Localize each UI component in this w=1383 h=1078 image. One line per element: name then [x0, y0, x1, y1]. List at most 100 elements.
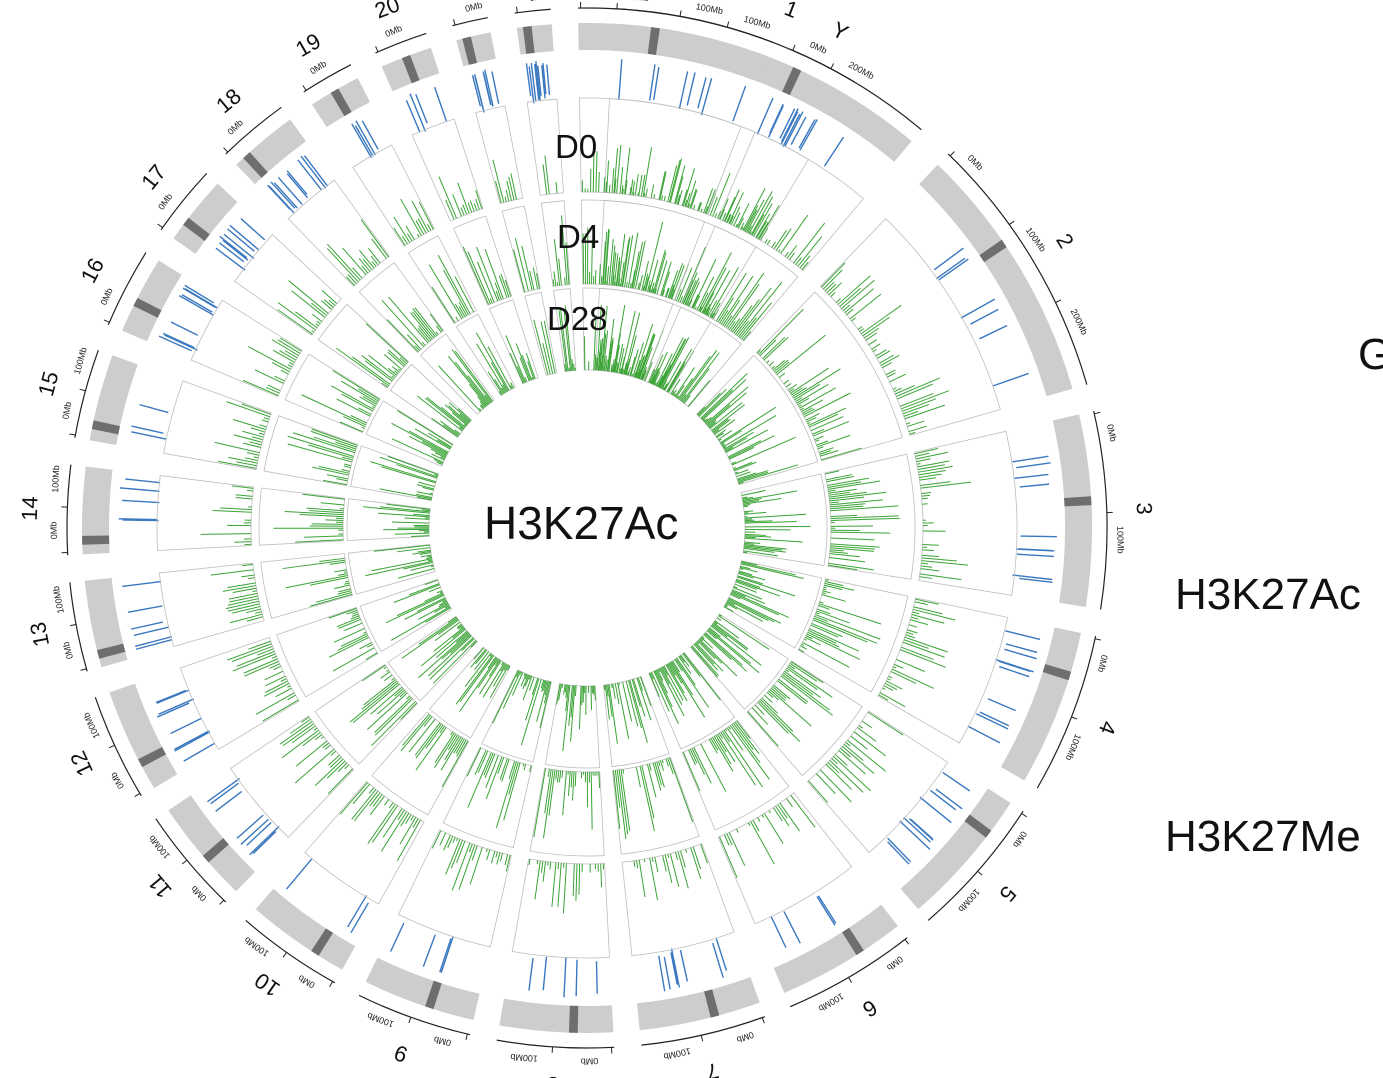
signal-bar [909, 431, 916, 435]
signal-bar [824, 581, 844, 587]
signal-bar [608, 340, 614, 372]
signal-bar [591, 239, 593, 285]
region-line [415, 94, 428, 124]
signal-bar [786, 245, 798, 259]
signal-bar [625, 335, 637, 376]
signal-bar [812, 428, 825, 435]
signal-bar [824, 584, 843, 591]
signal-bar [400, 198, 422, 236]
tick-label: 0Mb [885, 954, 905, 973]
signal-bar [725, 602, 738, 610]
chromosome-label: 12 [65, 747, 98, 780]
signal-bar [509, 352, 524, 384]
signal-bar [504, 196, 507, 202]
signal-bar [257, 648, 274, 656]
signal-bar [698, 292, 709, 312]
signal-bar [477, 658, 499, 689]
signal-bar [456, 840, 466, 863]
signal-bar [445, 838, 461, 875]
signal-bar [845, 741, 851, 747]
signal-bar [396, 547, 431, 553]
signal-bar [547, 768, 550, 777]
tick-label: 0Mb [109, 770, 127, 790]
signal-bar [916, 463, 921, 465]
region-line [595, 961, 598, 994]
signal-bar [750, 821, 775, 865]
signal-bar [743, 551, 748, 554]
signal-bar [705, 189, 716, 215]
signal-bar [274, 375, 286, 382]
signal-bar [830, 505, 864, 510]
signal-bar [399, 691, 407, 698]
signal-bar [669, 853, 680, 887]
signal-bar [787, 666, 833, 698]
signal-bar [380, 811, 408, 852]
signal-bar [396, 464, 438, 479]
signal-bar [814, 435, 824, 441]
tick-arc [375, 32, 427, 54]
signal-bar [896, 658, 925, 672]
region-line [178, 294, 215, 316]
signal-bar [391, 422, 448, 454]
region-line [207, 777, 241, 803]
signal-bar [544, 155, 550, 195]
region-line [712, 942, 724, 978]
signal-bar [386, 503, 431, 510]
signal-bar [921, 491, 932, 494]
signal-bar [608, 184, 611, 193]
region-line [174, 731, 211, 752]
signal-bar [668, 662, 683, 684]
signal-bar [436, 325, 442, 333]
track-frame [346, 498, 431, 541]
signal-bar [416, 484, 435, 490]
signal-bar [726, 213, 731, 223]
signal-bar [525, 678, 540, 721]
signal-bar [321, 736, 324, 739]
signal-bar [431, 830, 442, 849]
signal-bar [280, 369, 289, 375]
signal-bar [262, 699, 299, 722]
signal-bar [875, 349, 887, 357]
signal-bar [479, 401, 486, 408]
signal-bar [344, 463, 352, 467]
signal-bar [757, 701, 789, 734]
tick-label: 0Mb [433, 1034, 452, 1048]
region-line [158, 335, 192, 352]
region-line [122, 580, 162, 588]
signal-bar [668, 159, 681, 203]
signal-bar [757, 817, 761, 822]
signal-bar [287, 435, 354, 457]
signal-bar [862, 316, 890, 337]
signal-bar [434, 474, 439, 477]
signal-bar [457, 624, 463, 630]
signal-bar [454, 350, 494, 402]
signal-bar [363, 679, 397, 706]
signal-bar [882, 362, 893, 369]
signal-bar [246, 452, 260, 456]
signal-bar [435, 630, 468, 659]
signal-bar [318, 465, 350, 474]
signal-bar [434, 452, 446, 459]
signal-bar [642, 286, 645, 291]
signal-bar [381, 299, 425, 348]
signal-bar [308, 444, 354, 459]
signal-bar [641, 261, 649, 291]
signal-bar [295, 311, 318, 329]
signal-bar [600, 863, 603, 888]
signal-bar [522, 674, 529, 690]
region-line [542, 63, 547, 95]
signal-bar [897, 383, 933, 400]
signal-bar [241, 403, 271, 415]
signal-bar [406, 695, 411, 700]
signal-bar [800, 407, 804, 411]
signal-bar [679, 296, 683, 303]
signal-bar [414, 428, 451, 450]
signal-bar [443, 269, 469, 315]
tick-mark [792, 44, 796, 51]
signal-bar [370, 461, 437, 483]
tick-label: 0Mb [1105, 423, 1119, 442]
signal-bar [494, 282, 502, 300]
signal-bar [301, 394, 367, 426]
signal-bar [670, 378, 681, 395]
signal-bar [713, 429, 720, 435]
